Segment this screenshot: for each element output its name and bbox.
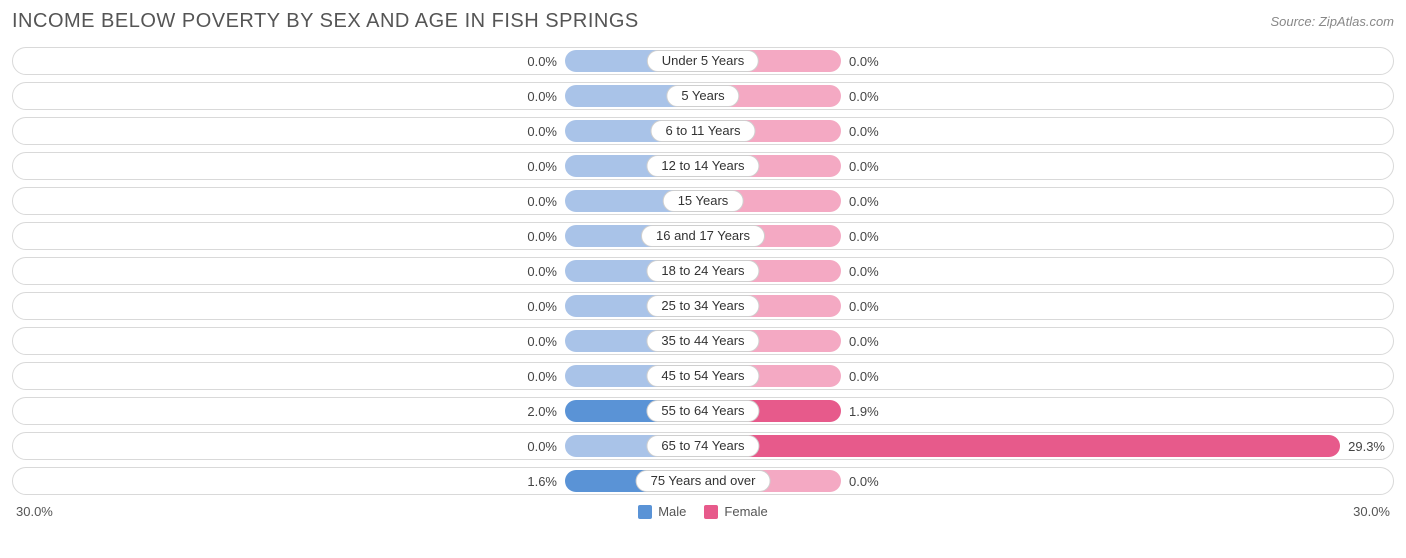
- male-half: 0.0%: [13, 188, 703, 214]
- male-value-label: 0.0%: [519, 264, 565, 279]
- male-value-label: 0.0%: [519, 369, 565, 384]
- category-pill: 55 to 64 Years: [646, 400, 759, 422]
- female-value-label: 0.0%: [841, 334, 887, 349]
- category-pill: 45 to 54 Years: [646, 365, 759, 387]
- male-value-label: 0.0%: [519, 194, 565, 209]
- chart-row: 0.0% 0.0% 45 to 54 Years: [12, 362, 1394, 390]
- chart-row: 0.0% 0.0% 18 to 24 Years: [12, 257, 1394, 285]
- male-half: 0.0%: [13, 48, 703, 74]
- male-half: 0.0%: [13, 223, 703, 249]
- chart-row: 2.0% 1.9% 55 to 64 Years: [12, 397, 1394, 425]
- male-half: 0.0%: [13, 433, 703, 459]
- male-value-label: 0.0%: [519, 334, 565, 349]
- female-value-label: 0.0%: [841, 89, 887, 104]
- male-half: 1.6%: [13, 468, 703, 494]
- category-pill: Under 5 Years: [647, 50, 759, 72]
- category-pill: 25 to 34 Years: [646, 295, 759, 317]
- female-value-label: 0.0%: [841, 229, 887, 244]
- female-half: 0.0%: [703, 83, 1393, 109]
- chart-row: 1.6% 0.0% 75 Years and over: [12, 467, 1394, 495]
- category-pill: 12 to 14 Years: [646, 155, 759, 177]
- category-pill: 16 and 17 Years: [641, 225, 765, 247]
- chart-row: 0.0% 0.0% Under 5 Years: [12, 47, 1394, 75]
- legend-swatch: [704, 505, 718, 519]
- chart-header: INCOME BELOW POVERTY BY SEX AND AGE IN F…: [12, 10, 1394, 33]
- female-value-label: 0.0%: [841, 124, 887, 139]
- female-bar: [703, 435, 1340, 457]
- female-value-label: 29.3%: [1340, 439, 1393, 454]
- female-half: 0.0%: [703, 118, 1393, 144]
- category-pill: 18 to 24 Years: [646, 260, 759, 282]
- female-half: 29.3%: [703, 433, 1393, 459]
- male-value-label: 0.0%: [519, 159, 565, 174]
- category-pill: 65 to 74 Years: [646, 435, 759, 457]
- male-value-label: 0.0%: [519, 439, 565, 454]
- chart-footer: 30.0% Male Female 30.0%: [12, 502, 1394, 519]
- female-value-label: 1.9%: [841, 404, 887, 419]
- category-pill: 35 to 44 Years: [646, 330, 759, 352]
- female-half: 0.0%: [703, 258, 1393, 284]
- male-half: 0.0%: [13, 118, 703, 144]
- male-value-label: 2.0%: [519, 404, 565, 419]
- male-half: 0.0%: [13, 363, 703, 389]
- legend-item: Male: [638, 504, 686, 519]
- legend-label: Female: [724, 504, 767, 519]
- male-value-label: 0.0%: [519, 89, 565, 104]
- male-value-label: 0.0%: [519, 124, 565, 139]
- chart-row: 0.0% 0.0% 35 to 44 Years: [12, 327, 1394, 355]
- male-value-label: 0.0%: [519, 229, 565, 244]
- axis-max-right: 30.0%: [1310, 504, 1390, 519]
- female-value-label: 0.0%: [841, 369, 887, 384]
- male-half: 0.0%: [13, 83, 703, 109]
- female-half: 0.0%: [703, 153, 1393, 179]
- poverty-by-sex-age-chart: INCOME BELOW POVERTY BY SEX AND AGE IN F…: [0, 0, 1406, 558]
- chart-title: INCOME BELOW POVERTY BY SEX AND AGE IN F…: [12, 10, 639, 33]
- category-pill: 5 Years: [666, 85, 739, 107]
- female-half: 0.0%: [703, 328, 1393, 354]
- legend-label: Male: [658, 504, 686, 519]
- chart-source: Source: ZipAtlas.com: [1270, 10, 1394, 29]
- male-value-label: 1.6%: [519, 474, 565, 489]
- male-half: 0.0%: [13, 293, 703, 319]
- axis-max-left: 30.0%: [16, 504, 96, 519]
- female-value-label: 0.0%: [841, 54, 887, 69]
- female-half: 0.0%: [703, 293, 1393, 319]
- chart-row: 0.0% 0.0% 6 to 11 Years: [12, 117, 1394, 145]
- male-value-label: 0.0%: [519, 299, 565, 314]
- female-half: 0.0%: [703, 48, 1393, 74]
- female-value-label: 0.0%: [841, 299, 887, 314]
- category-pill: 6 to 11 Years: [651, 120, 756, 142]
- female-half: 1.9%: [703, 398, 1393, 424]
- male-half: 0.0%: [13, 153, 703, 179]
- female-half: 0.0%: [703, 188, 1393, 214]
- female-value-label: 0.0%: [841, 474, 887, 489]
- chart-row: 0.0% 0.0% 5 Years: [12, 82, 1394, 110]
- category-pill: 75 Years and over: [636, 470, 771, 492]
- chart-legend: Male Female: [96, 504, 1310, 519]
- category-pill: 15 Years: [663, 190, 744, 212]
- chart-row: 0.0% 0.0% 16 and 17 Years: [12, 222, 1394, 250]
- male-half: 0.0%: [13, 258, 703, 284]
- chart-row: 0.0% 0.0% 15 Years: [12, 187, 1394, 215]
- male-value-label: 0.0%: [519, 54, 565, 69]
- male-half: 0.0%: [13, 328, 703, 354]
- female-value-label: 0.0%: [841, 194, 887, 209]
- female-value-label: 0.0%: [841, 159, 887, 174]
- female-half: 0.0%: [703, 468, 1393, 494]
- chart-row: 0.0% 29.3% 65 to 74 Years: [12, 432, 1394, 460]
- legend-item: Female: [704, 504, 767, 519]
- female-half: 0.0%: [703, 223, 1393, 249]
- female-value-label: 0.0%: [841, 264, 887, 279]
- male-half: 2.0%: [13, 398, 703, 424]
- chart-row: 0.0% 0.0% 12 to 14 Years: [12, 152, 1394, 180]
- female-half: 0.0%: [703, 363, 1393, 389]
- chart-rows: 0.0%0.0%Under 5 Years0.0%0.0%5 Years0.0%…: [12, 47, 1394, 495]
- legend-swatch: [638, 505, 652, 519]
- chart-row: 0.0% 0.0% 25 to 34 Years: [12, 292, 1394, 320]
